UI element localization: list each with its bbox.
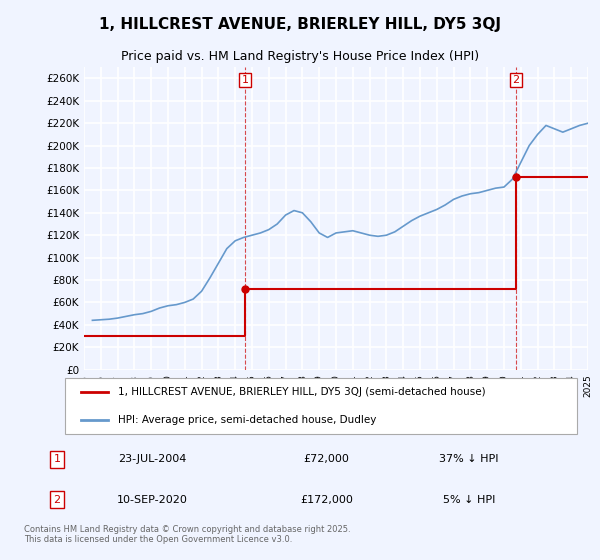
Text: 5% ↓ HPI: 5% ↓ HPI [443, 494, 495, 505]
Text: 2: 2 [53, 494, 61, 505]
Text: 10-SEP-2020: 10-SEP-2020 [117, 494, 188, 505]
Text: 1: 1 [53, 454, 61, 464]
Text: 37% ↓ HPI: 37% ↓ HPI [439, 454, 499, 464]
Text: 1, HILLCREST AVENUE, BRIERLEY HILL, DY5 3QJ: 1, HILLCREST AVENUE, BRIERLEY HILL, DY5 … [99, 17, 501, 32]
Text: 23-JUL-2004: 23-JUL-2004 [118, 454, 187, 464]
Text: Price paid vs. HM Land Registry's House Price Index (HPI): Price paid vs. HM Land Registry's House … [121, 50, 479, 63]
Text: £72,000: £72,000 [304, 454, 349, 464]
Text: HPI: Average price, semi-detached house, Dudley: HPI: Average price, semi-detached house,… [118, 414, 376, 424]
FancyBboxPatch shape [65, 379, 577, 433]
Text: £172,000: £172,000 [300, 494, 353, 505]
Text: 1, HILLCREST AVENUE, BRIERLEY HILL, DY5 3QJ (semi-detached house): 1, HILLCREST AVENUE, BRIERLEY HILL, DY5 … [118, 388, 486, 398]
Text: 1: 1 [241, 74, 248, 85]
Text: 2: 2 [512, 74, 520, 85]
Text: Contains HM Land Registry data © Crown copyright and database right 2025.
This d: Contains HM Land Registry data © Crown c… [24, 525, 350, 544]
